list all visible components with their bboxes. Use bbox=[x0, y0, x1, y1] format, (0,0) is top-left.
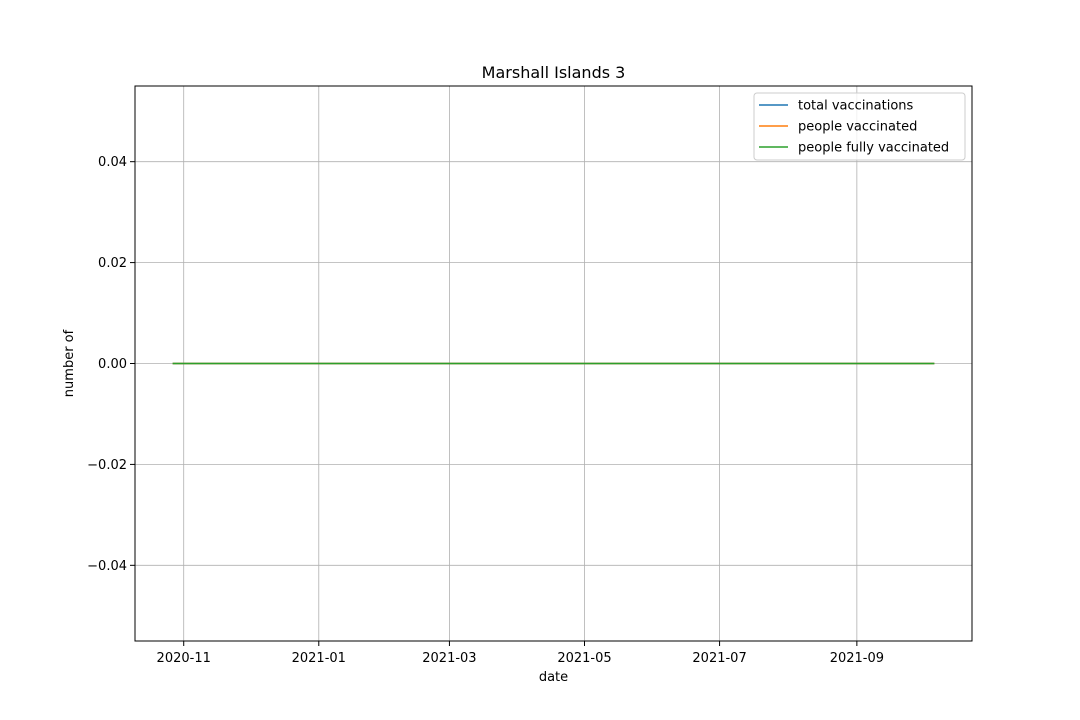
y-tick-label: 0.02 bbox=[98, 256, 127, 271]
legend-label-people-fully-vaccinated: people fully vaccinated bbox=[798, 141, 949, 156]
legend-box bbox=[753, 92, 966, 161]
y-tick-label: 0.00 bbox=[98, 357, 127, 372]
x-axis-label: date bbox=[539, 670, 568, 685]
x-axis: 2020-11 2021-01 2021-03 2021-05 2021-07 2021-… bbox=[157, 641, 884, 666]
x-tick-label: 2021-03 bbox=[422, 651, 476, 666]
x-tick-label: 2021-07 bbox=[692, 651, 746, 666]
chart-title: Marshall Islands 3 bbox=[482, 63, 626, 82]
legend-label-total-vaccinations: total vaccinations bbox=[798, 99, 914, 114]
y-axis: −0.04 −0.02 0.00 0.02 0.04 bbox=[87, 155, 135, 574]
y-tick-label: 0.04 bbox=[98, 155, 127, 170]
x-tick-label: 2021-01 bbox=[292, 651, 346, 666]
x-tick-label: 2020-11 bbox=[157, 651, 211, 666]
y-tick-label: −0.02 bbox=[87, 458, 127, 473]
legend-label-people-vaccinated: people vaccinated bbox=[798, 120, 917, 135]
y-axis-label: number of bbox=[62, 329, 77, 397]
x-tick-label: 2021-09 bbox=[830, 651, 884, 666]
x-tick-label: 2021-05 bbox=[557, 651, 611, 666]
legend: total vaccinations people vaccinated peopl… bbox=[753, 92, 966, 161]
y-tick-label: −0.04 bbox=[87, 559, 127, 574]
